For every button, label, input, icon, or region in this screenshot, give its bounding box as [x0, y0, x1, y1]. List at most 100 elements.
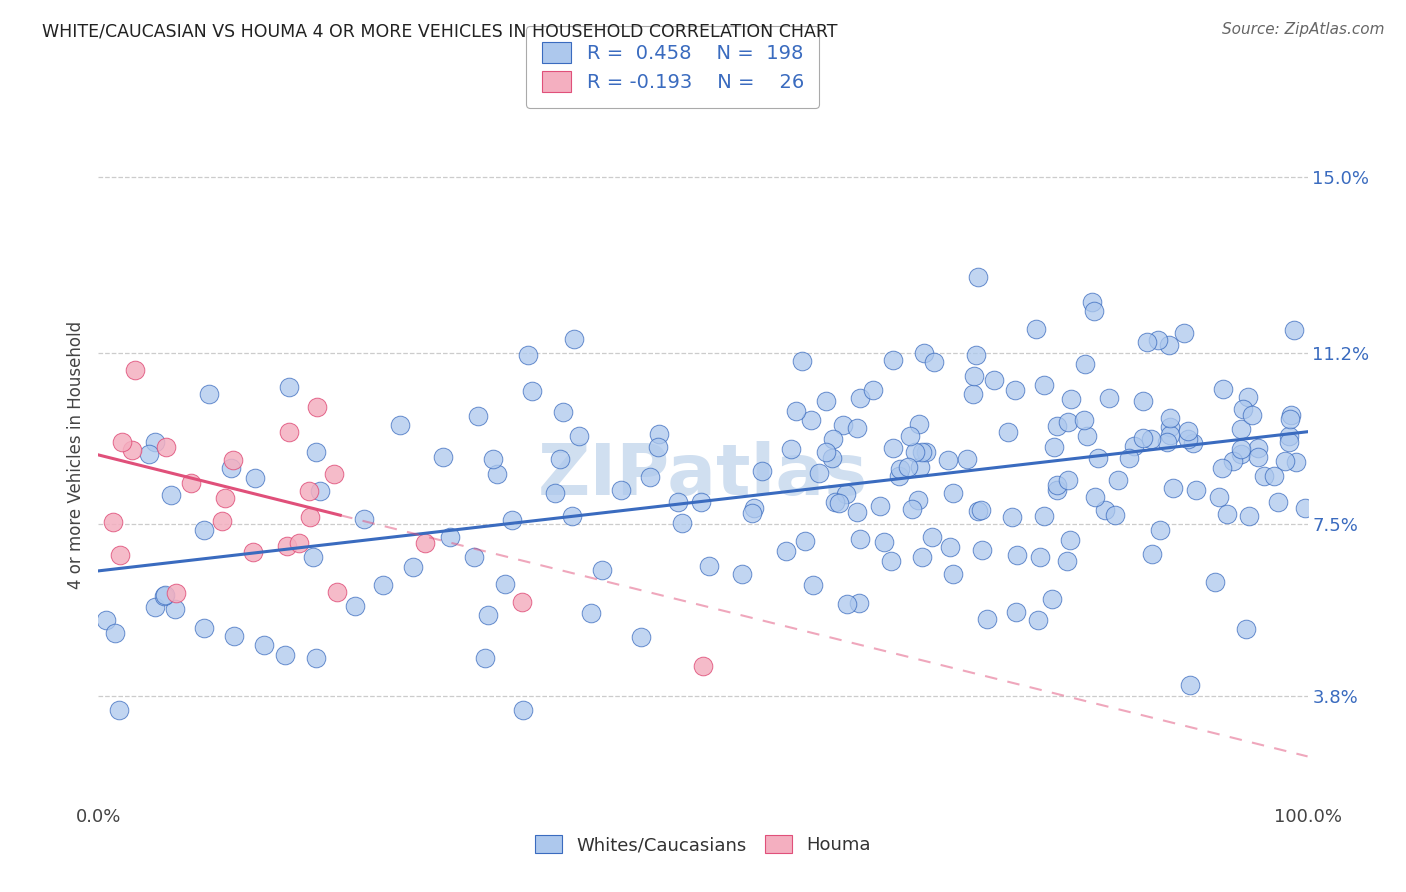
Point [302, 549, 325, 564]
Point [1230, 442, 1253, 456]
Point [153, 589, 176, 603]
Point [165, 602, 187, 616]
Point [915, 444, 938, 458]
Point [1140, 433, 1163, 447]
Point [1043, 441, 1066, 455]
Point [287, 536, 309, 550]
Point [1132, 430, 1154, 444]
Point [790, 353, 813, 368]
Point [1046, 483, 1069, 498]
Point [936, 452, 959, 467]
Point [731, 566, 754, 581]
Point [814, 393, 837, 408]
Point [744, 501, 766, 516]
Point [242, 545, 264, 559]
Legend: Whites/Caucasians, Houma: Whites/Caucasians, Houma [526, 826, 880, 863]
Point [353, 512, 375, 526]
Point [501, 513, 523, 527]
Point [873, 535, 896, 549]
Point [889, 462, 911, 476]
Point [1208, 490, 1230, 504]
Point [1087, 450, 1109, 465]
Point [1004, 383, 1026, 397]
Point [165, 586, 187, 600]
Point [780, 442, 803, 456]
Point [849, 391, 872, 405]
Point [889, 469, 911, 483]
Point [1057, 473, 1080, 487]
Point [1142, 547, 1164, 561]
Point [510, 595, 533, 609]
Point [111, 435, 134, 450]
Point [1136, 334, 1159, 349]
Point [880, 554, 903, 568]
Point [160, 488, 183, 502]
Point [439, 530, 461, 544]
Point [1204, 574, 1226, 589]
Point [298, 510, 321, 524]
Text: Source: ZipAtlas.com: Source: ZipAtlas.com [1222, 22, 1385, 37]
Point [432, 450, 454, 465]
Point [1122, 439, 1144, 453]
Point [630, 630, 652, 644]
Point [1247, 441, 1270, 455]
Point [304, 650, 326, 665]
Point [101, 515, 124, 529]
Point [298, 483, 321, 498]
Point [1132, 394, 1154, 409]
Point [1033, 377, 1056, 392]
Point [1057, 415, 1080, 429]
Point [1278, 429, 1301, 443]
Point [801, 577, 824, 591]
Point [800, 413, 823, 427]
Point [970, 542, 993, 557]
Point [820, 451, 842, 466]
Point [1059, 533, 1081, 548]
Point [1104, 508, 1126, 522]
Point [1267, 495, 1289, 509]
Point [305, 400, 328, 414]
Point [849, 533, 872, 547]
Point [1230, 422, 1253, 436]
Point [966, 269, 988, 284]
Point [832, 418, 855, 433]
Point [221, 453, 243, 467]
Point [1033, 509, 1056, 524]
Point [962, 386, 984, 401]
Point [326, 585, 349, 599]
Point [1173, 326, 1195, 340]
Point [848, 595, 870, 609]
Point [517, 348, 540, 362]
Point [1098, 391, 1121, 405]
Point [1118, 450, 1140, 465]
Point [143, 434, 166, 449]
Point [1285, 455, 1308, 469]
Point [1177, 424, 1199, 438]
Point [1237, 391, 1260, 405]
Point [211, 514, 233, 528]
Point [138, 447, 160, 461]
Point [1212, 382, 1234, 396]
Point [1156, 435, 1178, 450]
Point [1046, 478, 1069, 492]
Point [965, 348, 987, 362]
Point [900, 502, 922, 516]
Text: WHITE/CAUCASIAN VS HOUMA 4 OR MORE VEHICLES IN HOUSEHOLD CORRELATION CHART: WHITE/CAUCASIAN VS HOUMA 4 OR MORE VEHIC… [42, 22, 838, 40]
Y-axis label: 4 or more Vehicles in Household: 4 or more Vehicles in Household [66, 321, 84, 589]
Point [305, 445, 328, 459]
Point [908, 460, 931, 475]
Point [671, 516, 693, 530]
Point [568, 429, 591, 443]
Point [1081, 294, 1104, 309]
Text: ZIPatlas: ZIPatlas [538, 442, 868, 510]
Point [153, 589, 176, 603]
Point [221, 461, 243, 475]
Point [94, 614, 117, 628]
Point [907, 492, 929, 507]
Point [970, 503, 993, 517]
Point [910, 445, 932, 459]
Point [828, 496, 851, 510]
Point [322, 467, 344, 481]
Point [983, 374, 1005, 388]
Point [692, 659, 714, 673]
